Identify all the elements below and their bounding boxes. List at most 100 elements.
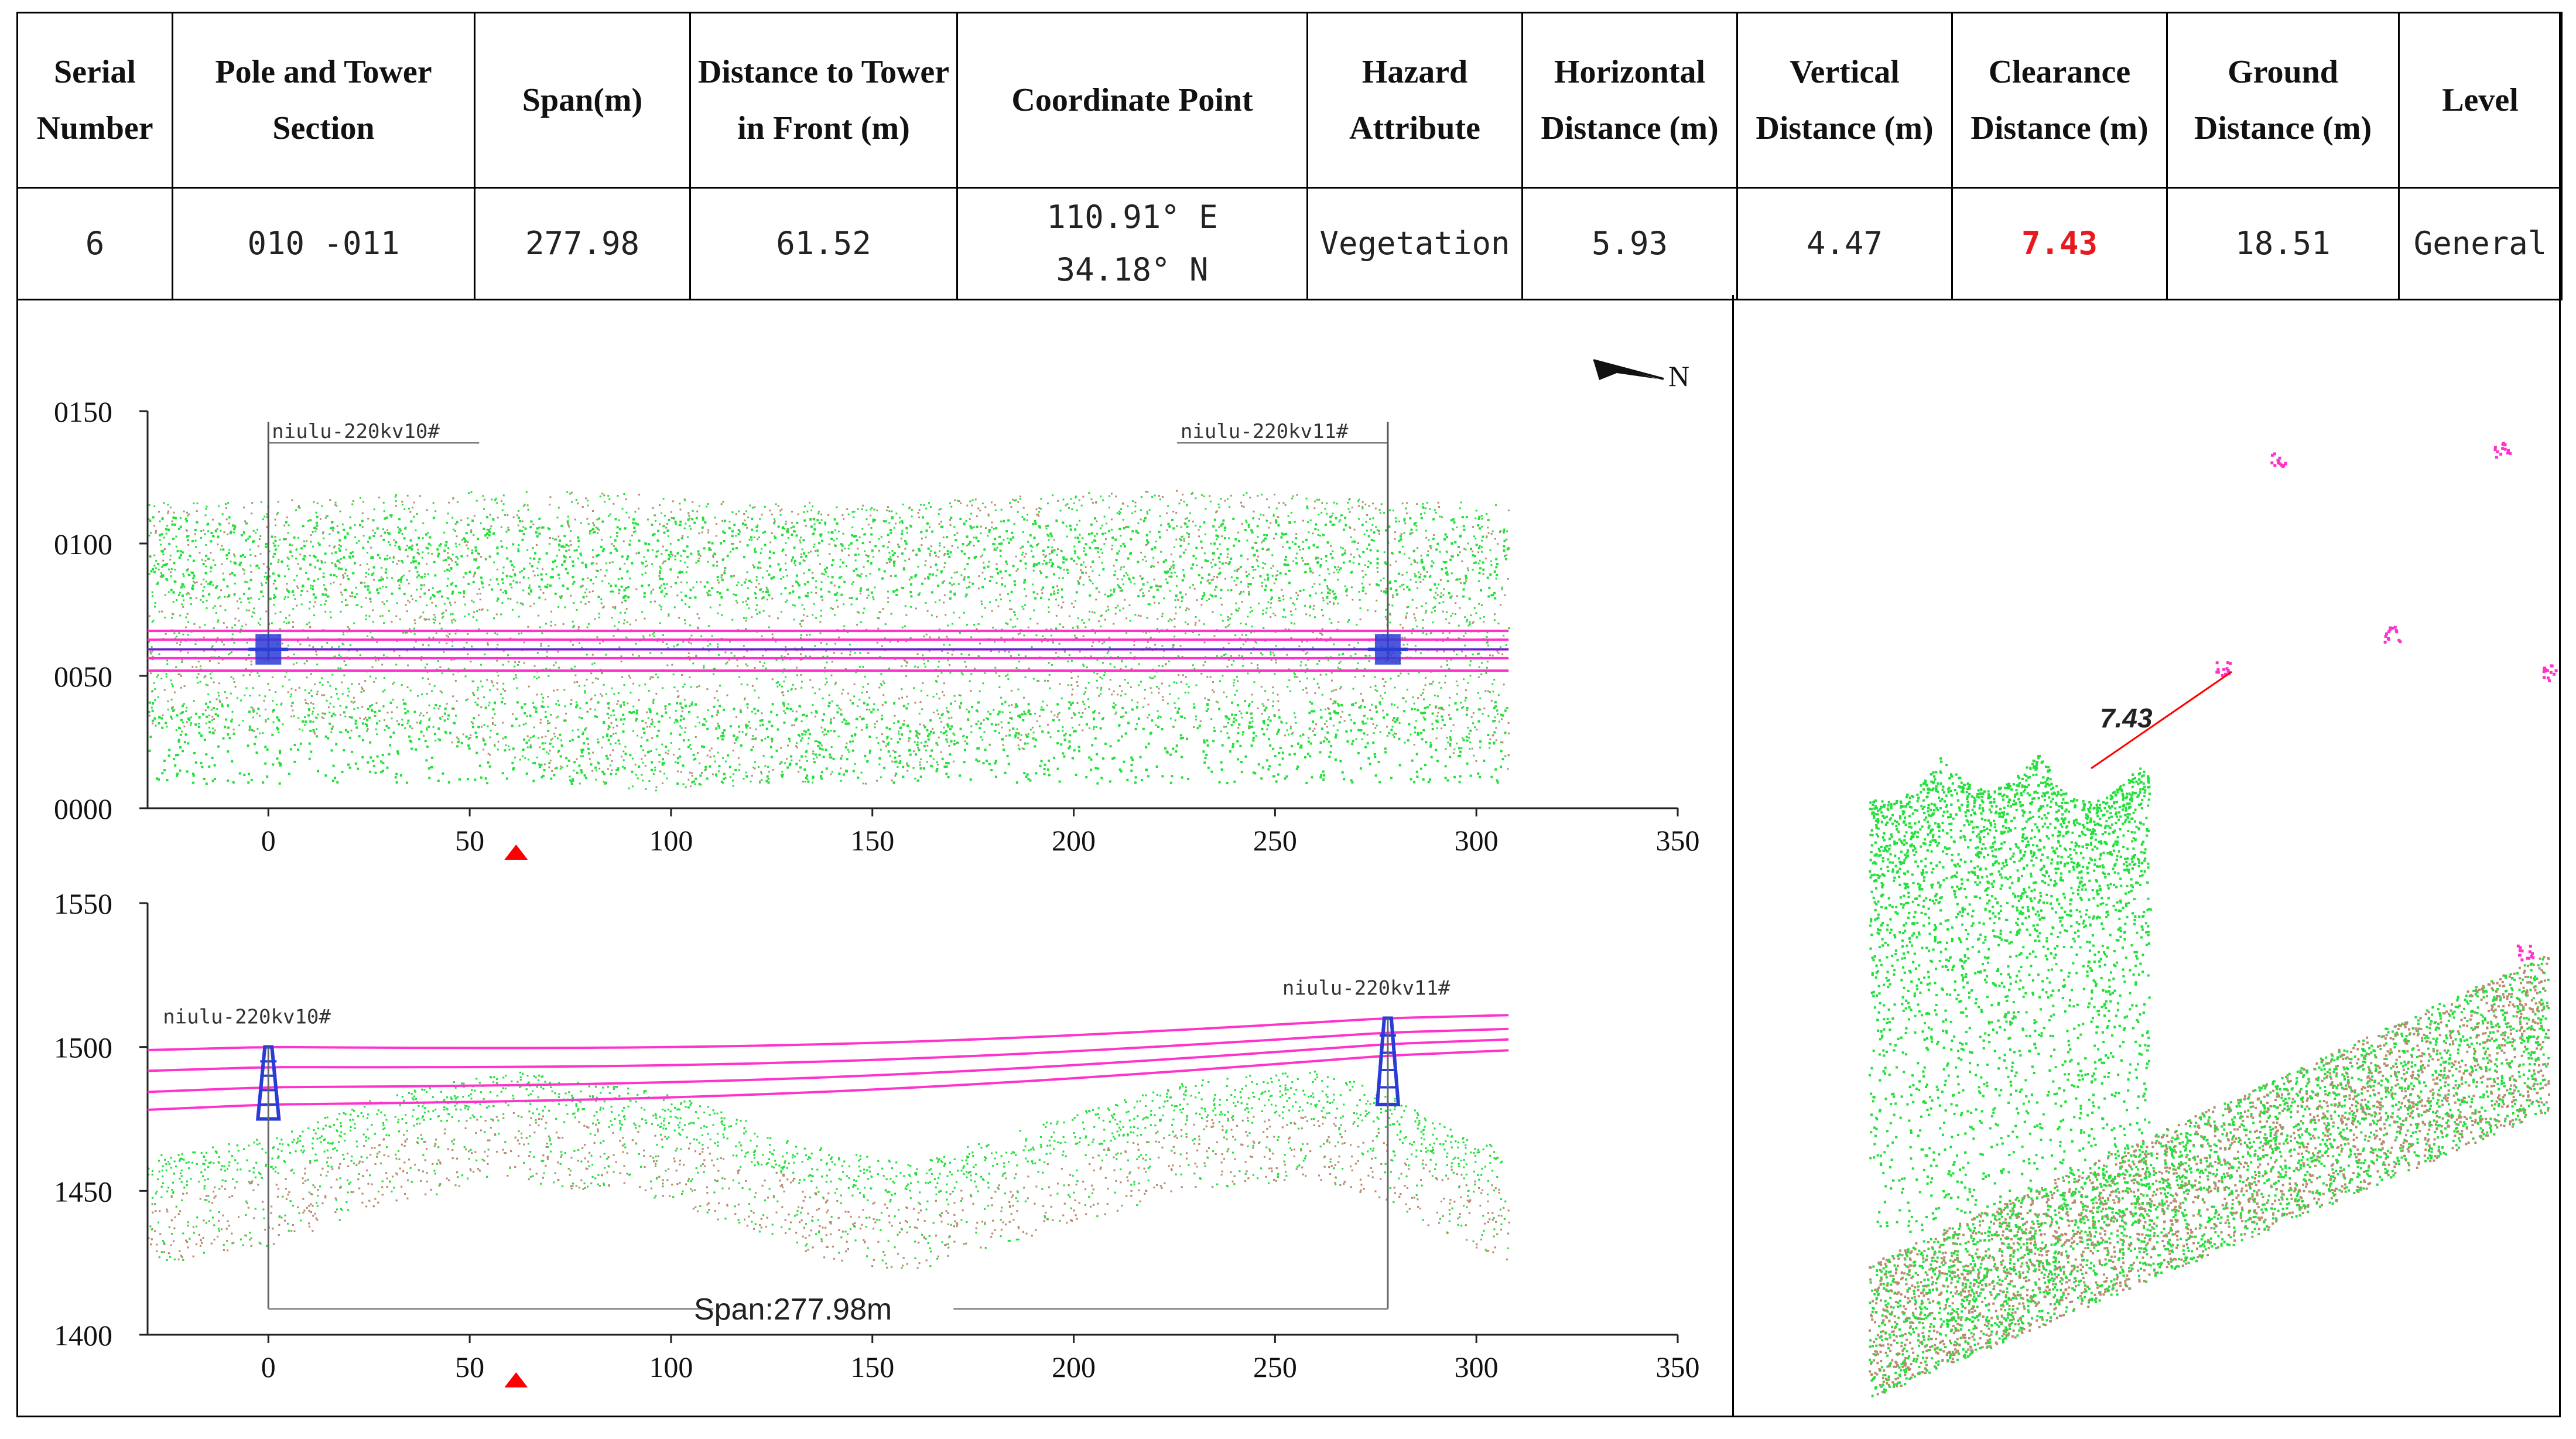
x-tick-label: 250 bbox=[1253, 824, 1297, 857]
wire-point bbox=[2273, 452, 2276, 456]
wire-point bbox=[2506, 449, 2510, 452]
y-tick-label: 0000 bbox=[54, 792, 112, 825]
wire-point bbox=[2546, 669, 2549, 672]
wire-point bbox=[2226, 669, 2230, 673]
wire-point bbox=[2527, 956, 2531, 960]
wire-point bbox=[2397, 638, 2401, 642]
y-tick-label: 1400 bbox=[54, 1319, 112, 1352]
header-vertical: Vertical Distance (m) bbox=[1736, 12, 1953, 189]
wire-point bbox=[2542, 670, 2546, 674]
header-ground: Ground Distance (m) bbox=[2166, 12, 2400, 189]
plan-view-axes: 0 50 100 150 200 250 300 350 0000 0050 0100 0150 bbox=[54, 395, 1700, 857]
x-tick-label: 150 bbox=[850, 1351, 894, 1383]
y-tick-label: 0150 bbox=[54, 395, 112, 428]
wire-point bbox=[2389, 626, 2392, 630]
x-tick-label: 300 bbox=[1455, 1351, 1499, 1383]
tower-label: niulu-220kv11# bbox=[1181, 420, 1349, 443]
wire-point bbox=[2277, 461, 2280, 464]
panel-divider bbox=[1732, 295, 1734, 1417]
north-arrow-shaft bbox=[1593, 359, 1664, 380]
wire-point bbox=[2383, 640, 2387, 644]
wire-point bbox=[2229, 662, 2232, 665]
coord-east: 110.91° E bbox=[1046, 199, 1218, 235]
x-tick-label: 350 bbox=[1656, 824, 1700, 857]
tower-label: niulu-220kv10# bbox=[163, 1006, 331, 1029]
wire-point bbox=[2391, 627, 2394, 630]
wire-point bbox=[2270, 461, 2274, 464]
header-horizontal: Horizontal Distance (m) bbox=[1521, 12, 1738, 189]
wire-point bbox=[2493, 446, 2497, 449]
cross-section-overlay: 7.43 bbox=[2091, 442, 2558, 962]
wire-point bbox=[2215, 671, 2219, 674]
cell-section: 010 -011 bbox=[172, 187, 475, 300]
header-clearance: Clearance Distance (m) bbox=[1951, 12, 2168, 189]
profile-view-axes: 0 50 100 150 200 250 300 350 1400 1450 1500 1550 bbox=[54, 887, 1700, 1383]
wire-point bbox=[2273, 464, 2277, 467]
wire-point bbox=[2530, 955, 2533, 958]
table-header-row: Serial Number Pole and Tower Section Spa… bbox=[16, 12, 2563, 189]
wire-point bbox=[2518, 953, 2522, 957]
wire-point bbox=[2530, 952, 2534, 955]
span-label: Span:277.98m bbox=[694, 1293, 892, 1327]
wire-point bbox=[2284, 462, 2287, 466]
wire-point bbox=[2278, 456, 2281, 460]
cell-vertical: 4.47 bbox=[1736, 187, 1953, 300]
wire-point bbox=[2543, 676, 2546, 679]
wire-point bbox=[2503, 443, 2507, 446]
wire-point bbox=[2509, 452, 2512, 455]
transmission-tower-icon bbox=[255, 1045, 281, 1121]
plan-view-point-cloud bbox=[148, 490, 1510, 792]
wire-point bbox=[2495, 456, 2498, 459]
wire-point bbox=[2222, 668, 2226, 671]
wire-point bbox=[2520, 958, 2524, 962]
wire-point bbox=[2501, 443, 2505, 446]
hazard-info-table: Serial Number Pole and Tower Section Spa… bbox=[16, 12, 2563, 300]
cell-hazard: Vegetation bbox=[1306, 187, 1523, 300]
tower-label: niulu-220kv10# bbox=[272, 420, 440, 443]
y-tick-label: 1550 bbox=[54, 887, 112, 920]
wire-point bbox=[2270, 453, 2274, 457]
cross-section-point-cloud bbox=[1869, 755, 2550, 1397]
conductor-wire bbox=[147, 1038, 1509, 1093]
conductor-wire bbox=[147, 1049, 1509, 1111]
wire-point bbox=[2553, 672, 2556, 676]
x-tick-label: 100 bbox=[649, 1351, 693, 1383]
tower-label: niulu-220kv11# bbox=[1282, 977, 1451, 1000]
cell-ground: 18.51 bbox=[2166, 187, 2400, 300]
wire-point bbox=[2277, 460, 2280, 463]
y-tick-label: 1450 bbox=[54, 1175, 112, 1208]
x-tick-label: 200 bbox=[1052, 824, 1096, 857]
cell-span: 277.98 bbox=[474, 187, 691, 300]
wire-point bbox=[2528, 950, 2531, 953]
profile-view-point-cloud bbox=[148, 1071, 1510, 1269]
wire-point bbox=[2499, 452, 2503, 456]
hazard-marker bbox=[504, 1372, 528, 1387]
wire-point bbox=[2280, 463, 2283, 467]
north-label: N bbox=[1668, 360, 1689, 392]
wire-point bbox=[2388, 628, 2392, 631]
wire-point bbox=[2226, 661, 2229, 665]
wire-point bbox=[2282, 464, 2286, 467]
cross-section-view: 7.43 bbox=[1869, 442, 2558, 1397]
wire-point bbox=[2386, 637, 2390, 640]
cell-clearance: 7.43 bbox=[1951, 187, 2168, 300]
x-tick-label: 150 bbox=[850, 824, 894, 857]
x-tick-label: 50 bbox=[455, 1351, 484, 1383]
wire-point bbox=[2550, 664, 2553, 668]
header-coordinate: Coordinate Point bbox=[956, 12, 1308, 189]
wire-point bbox=[2548, 679, 2551, 682]
conductor-wire bbox=[147, 1014, 1509, 1051]
plan-view-overlay: niulu-220kv10# niulu-220kv11# N bbox=[148, 359, 1689, 860]
wire-point bbox=[2385, 632, 2388, 635]
y-tick-label: 1500 bbox=[54, 1031, 112, 1064]
wire-point bbox=[2496, 450, 2499, 454]
x-tick-label: 50 bbox=[455, 824, 484, 857]
wire-point bbox=[2216, 668, 2220, 671]
x-tick-label: 250 bbox=[1253, 1351, 1297, 1383]
cell-serial: 6 bbox=[16, 187, 173, 300]
header-section: Pole and Tower Section bbox=[172, 12, 475, 189]
wire-point bbox=[2519, 946, 2522, 949]
wire-point bbox=[2526, 956, 2529, 960]
cell-coordinate: 110.91° E 34.18° N bbox=[956, 187, 1308, 300]
